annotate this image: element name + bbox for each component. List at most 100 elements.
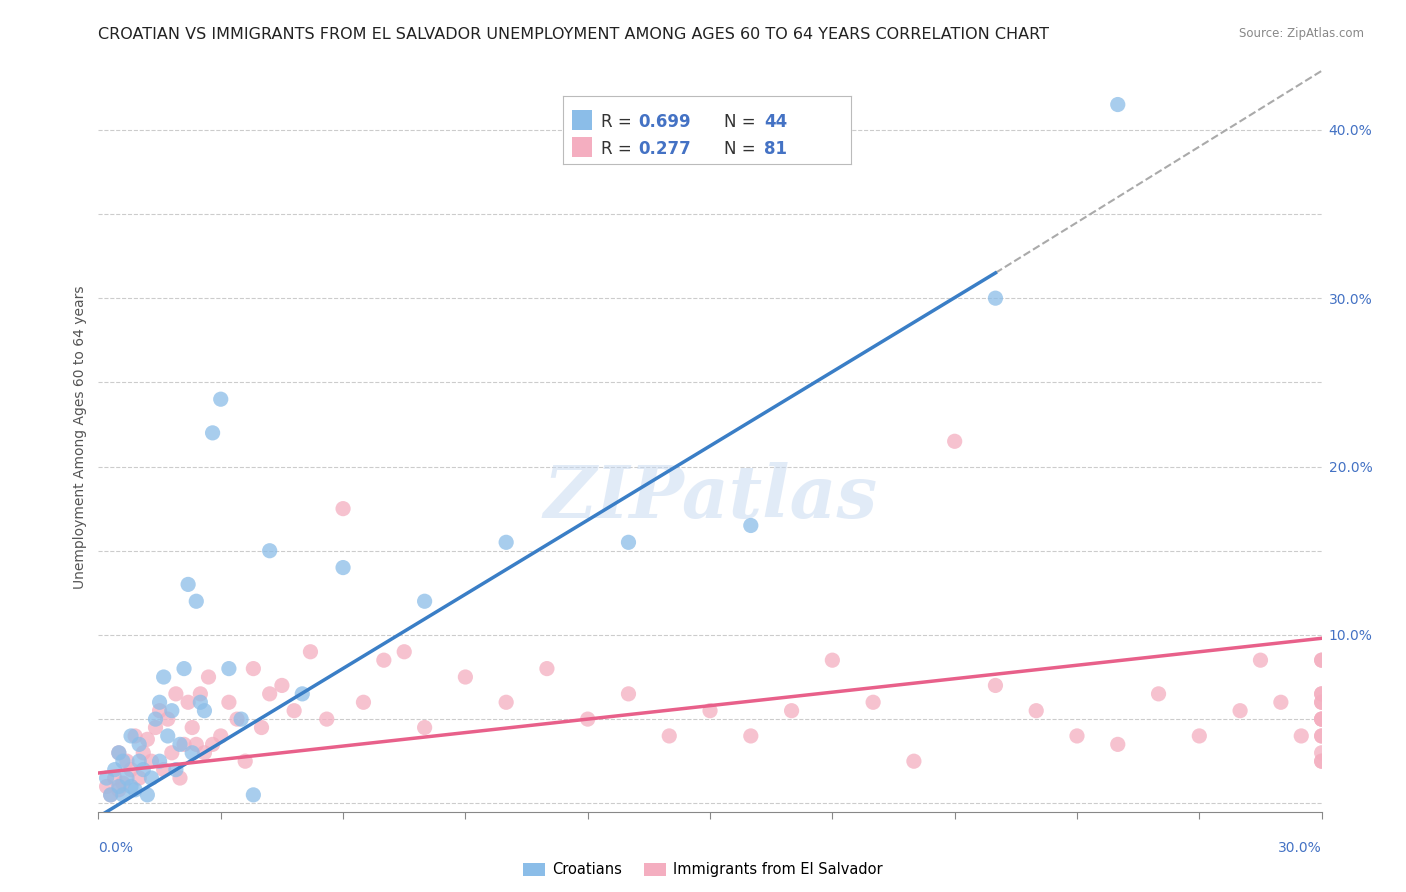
Point xyxy=(108,780,131,794)
Point xyxy=(96,771,118,785)
Point xyxy=(108,746,131,760)
Point xyxy=(177,577,200,591)
Point xyxy=(1310,695,1333,709)
Point xyxy=(903,754,925,768)
Point xyxy=(201,737,224,751)
Point xyxy=(332,501,354,516)
Point xyxy=(1310,729,1333,743)
Point xyxy=(780,704,803,718)
Point xyxy=(1025,704,1047,718)
Point xyxy=(259,687,281,701)
Point xyxy=(270,678,294,692)
Point xyxy=(740,518,762,533)
Point xyxy=(124,729,146,743)
Point xyxy=(373,653,395,667)
Point xyxy=(160,704,183,718)
Point xyxy=(242,662,264,676)
Point xyxy=(120,729,142,743)
Point xyxy=(132,763,155,777)
Point xyxy=(943,434,966,449)
Point xyxy=(231,712,253,726)
Point xyxy=(242,788,264,802)
Point xyxy=(186,737,208,751)
Point xyxy=(1310,695,1333,709)
Point xyxy=(165,763,187,777)
Point xyxy=(124,782,146,797)
Point xyxy=(233,754,256,768)
Point xyxy=(1310,653,1333,667)
Point xyxy=(495,695,517,709)
Point xyxy=(149,704,172,718)
Point xyxy=(128,737,150,751)
Point xyxy=(104,771,127,785)
Point xyxy=(617,687,640,701)
Point xyxy=(299,645,322,659)
Point xyxy=(152,670,174,684)
Point xyxy=(536,662,558,676)
Point xyxy=(1310,653,1333,667)
Point xyxy=(173,662,195,676)
Point xyxy=(136,732,159,747)
Text: 0.0%: 0.0% xyxy=(98,841,134,855)
Point xyxy=(1188,729,1211,743)
Point xyxy=(617,535,640,549)
Point xyxy=(181,746,204,760)
Point xyxy=(1310,687,1333,701)
Point xyxy=(149,695,172,709)
Point xyxy=(201,425,224,440)
Point xyxy=(197,670,219,684)
Point xyxy=(188,695,212,709)
Point xyxy=(1310,712,1333,726)
Point xyxy=(1310,729,1333,743)
Point xyxy=(141,754,163,768)
Point xyxy=(1310,712,1333,726)
Point xyxy=(120,780,142,794)
Point xyxy=(165,687,187,701)
Point xyxy=(188,687,212,701)
Point xyxy=(1229,704,1251,718)
Point xyxy=(413,721,436,735)
Point xyxy=(136,788,159,802)
Point xyxy=(186,594,208,608)
Y-axis label: Unemployment Among Ages 60 to 64 years: Unemployment Among Ages 60 to 64 years xyxy=(73,285,87,589)
Point xyxy=(1066,729,1088,743)
Point xyxy=(699,704,721,718)
Point xyxy=(100,788,122,802)
Point xyxy=(111,788,134,802)
Point xyxy=(100,788,122,802)
Point xyxy=(984,678,1007,692)
Point xyxy=(120,763,142,777)
Point xyxy=(1107,97,1129,112)
Point xyxy=(259,543,281,558)
Point xyxy=(1291,729,1313,743)
Point xyxy=(1270,695,1292,709)
Point xyxy=(658,729,681,743)
Point xyxy=(291,687,314,701)
Point xyxy=(250,721,273,735)
Point xyxy=(1147,687,1170,701)
Point xyxy=(332,560,354,574)
Point xyxy=(132,746,155,760)
Point xyxy=(156,729,179,743)
Point xyxy=(1310,754,1333,768)
Text: CROATIAN VS IMMIGRANTS FROM EL SALVADOR UNEMPLOYMENT AMONG AGES 60 TO 64 YEARS C: CROATIAN VS IMMIGRANTS FROM EL SALVADOR … xyxy=(98,27,1049,42)
Point xyxy=(145,712,167,726)
Point xyxy=(193,704,215,718)
Point xyxy=(96,780,118,794)
Point xyxy=(1310,687,1333,701)
Point xyxy=(128,754,150,768)
Point xyxy=(495,535,517,549)
Text: Source: ZipAtlas.com: Source: ZipAtlas.com xyxy=(1239,27,1364,40)
Point xyxy=(152,763,174,777)
Point xyxy=(1310,746,1333,760)
Point xyxy=(156,712,179,726)
Point xyxy=(115,754,138,768)
Point xyxy=(193,746,215,760)
Point xyxy=(862,695,884,709)
Text: 30.0%: 30.0% xyxy=(1278,841,1322,855)
Point xyxy=(352,695,374,709)
Point xyxy=(111,754,134,768)
Point xyxy=(128,771,150,785)
Point xyxy=(413,594,436,608)
Point xyxy=(111,776,134,790)
